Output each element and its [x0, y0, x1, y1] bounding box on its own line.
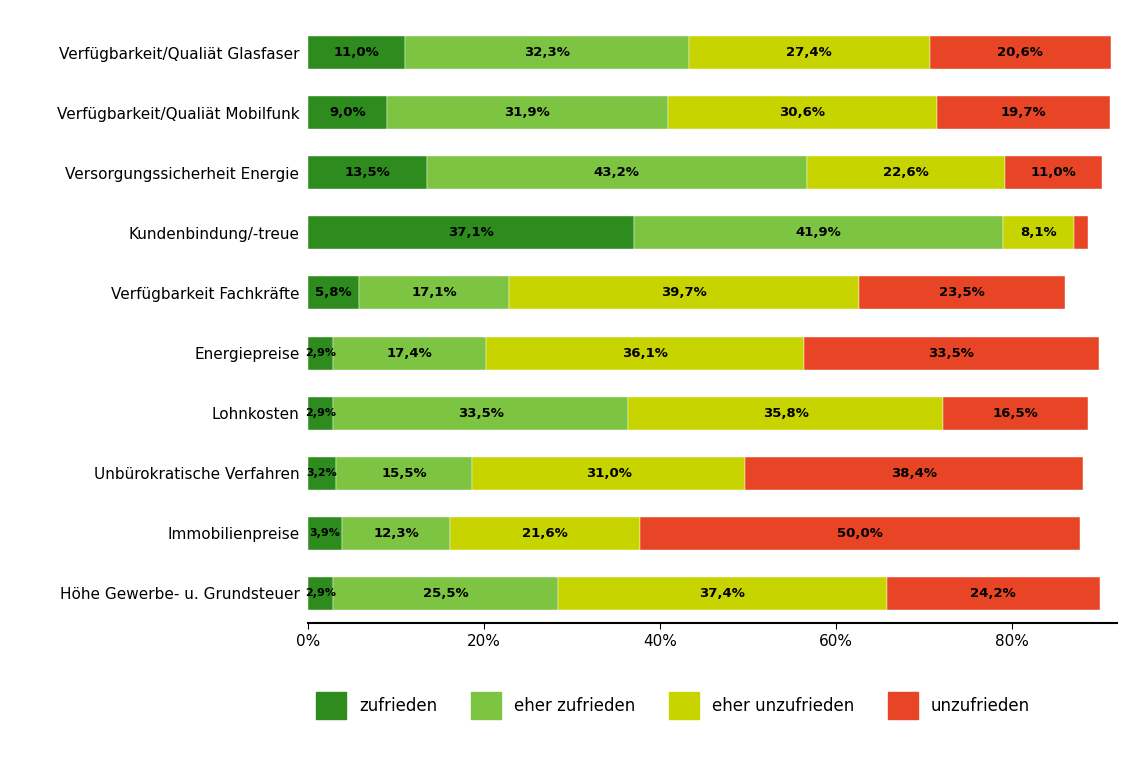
Bar — [887, 577, 1100, 610]
Text: 33,5%: 33,5% — [458, 407, 504, 420]
Bar — [359, 277, 510, 309]
Bar — [308, 36, 405, 69]
Bar — [308, 277, 359, 309]
Bar — [308, 577, 333, 610]
Text: 27,4%: 27,4% — [787, 46, 832, 59]
Text: 5,8%: 5,8% — [315, 287, 351, 299]
Text: 2,9%: 2,9% — [306, 408, 336, 418]
Bar — [333, 577, 557, 610]
Bar — [689, 36, 930, 69]
Text: 25,5%: 25,5% — [423, 587, 469, 600]
Text: 38,4%: 38,4% — [891, 467, 937, 480]
Bar — [641, 517, 1081, 549]
Bar — [628, 397, 943, 429]
Bar — [510, 277, 858, 309]
Text: 31,9%: 31,9% — [504, 106, 551, 119]
Text: 37,1%: 37,1% — [448, 226, 494, 239]
Bar — [804, 337, 1099, 369]
Text: 16,5%: 16,5% — [993, 407, 1039, 420]
Bar — [426, 157, 807, 189]
Text: 33,5%: 33,5% — [928, 347, 975, 359]
Text: 19,7%: 19,7% — [1001, 106, 1047, 119]
Bar — [858, 277, 1065, 309]
Bar — [308, 337, 333, 369]
Bar — [930, 36, 1112, 69]
Bar — [308, 97, 386, 129]
Text: 2,9%: 2,9% — [306, 588, 336, 598]
Bar — [450, 517, 641, 549]
Bar — [308, 157, 426, 189]
Bar — [807, 157, 1005, 189]
Text: 15,5%: 15,5% — [381, 467, 428, 480]
Text: 3,9%: 3,9% — [310, 528, 341, 538]
Bar — [308, 217, 634, 249]
Text: 43,2%: 43,2% — [594, 166, 640, 179]
Text: 20,6%: 20,6% — [998, 46, 1043, 59]
Legend: zufrieden, eher zufrieden, eher unzufrieden, unzufrieden: zufrieden, eher zufrieden, eher unzufrie… — [316, 692, 1031, 720]
Bar — [308, 397, 333, 429]
Bar — [333, 397, 628, 429]
Text: 11,0%: 11,0% — [333, 46, 380, 59]
Bar — [746, 457, 1083, 489]
Text: 17,1%: 17,1% — [412, 287, 457, 299]
Text: 24,2%: 24,2% — [970, 587, 1016, 600]
Text: 21,6%: 21,6% — [522, 527, 568, 540]
Bar — [1005, 157, 1102, 189]
Text: 2,9%: 2,9% — [306, 348, 336, 358]
Text: 32,3%: 32,3% — [523, 46, 570, 59]
Bar — [1074, 217, 1089, 249]
Text: 30,6%: 30,6% — [780, 106, 825, 119]
Text: 8,1%: 8,1% — [1020, 226, 1057, 239]
Bar — [342, 517, 450, 549]
Bar — [668, 97, 937, 129]
Text: 13,5%: 13,5% — [344, 166, 390, 179]
Bar — [1003, 217, 1074, 249]
Text: 50,0%: 50,0% — [838, 527, 884, 540]
Text: 3,2%: 3,2% — [307, 468, 337, 478]
Text: 9,0%: 9,0% — [329, 106, 366, 119]
Bar — [386, 97, 668, 129]
Text: 17,4%: 17,4% — [386, 347, 433, 359]
Bar — [634, 217, 1003, 249]
Bar — [943, 397, 1089, 429]
Text: 22,6%: 22,6% — [884, 166, 929, 179]
Bar — [308, 457, 336, 489]
Text: 35,8%: 35,8% — [763, 407, 808, 420]
Text: 23,5%: 23,5% — [939, 287, 985, 299]
Bar — [308, 517, 342, 549]
Text: 12,3%: 12,3% — [373, 527, 420, 540]
Text: 31,0%: 31,0% — [586, 467, 632, 480]
Bar — [405, 36, 689, 69]
Text: 11,0%: 11,0% — [1031, 166, 1077, 179]
Text: 39,7%: 39,7% — [661, 287, 707, 299]
Bar — [336, 457, 472, 489]
Bar — [937, 97, 1110, 129]
Text: 37,4%: 37,4% — [699, 587, 746, 600]
Bar — [557, 577, 887, 610]
Text: 41,9%: 41,9% — [796, 226, 841, 239]
Bar — [333, 337, 487, 369]
Text: 36,1%: 36,1% — [622, 347, 668, 359]
Bar — [472, 457, 746, 489]
Bar — [487, 337, 804, 369]
